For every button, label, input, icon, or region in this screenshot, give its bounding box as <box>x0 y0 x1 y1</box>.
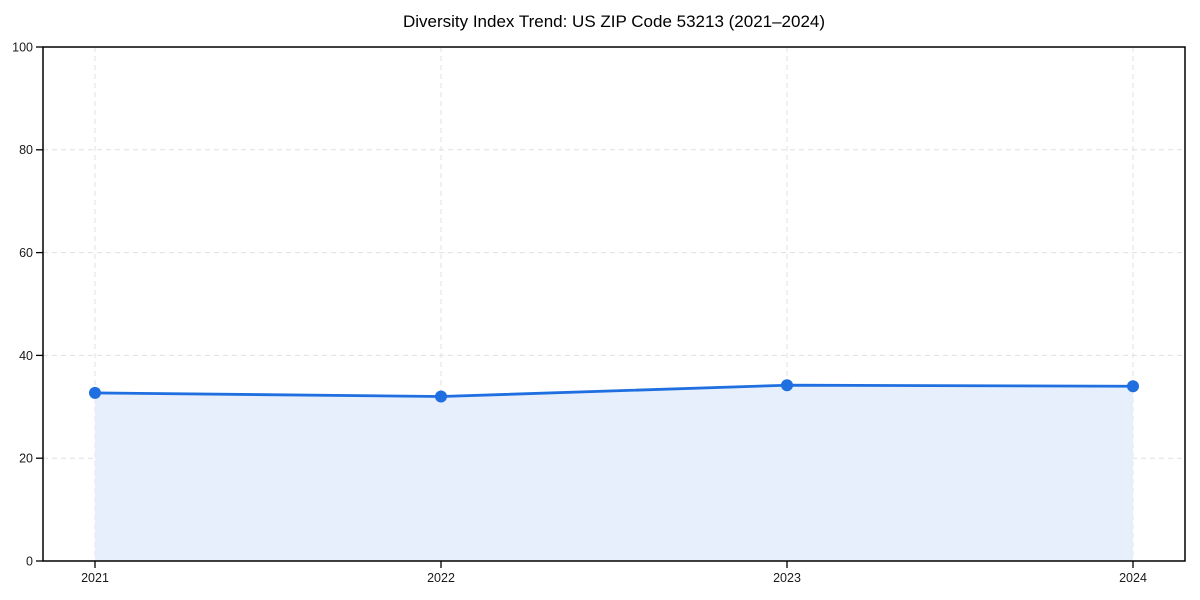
y-tick-label: 20 <box>19 452 33 466</box>
plot-border <box>42 46 1186 562</box>
y-tick-label: 60 <box>19 246 33 260</box>
y-tick-label: 100 <box>12 40 33 54</box>
y-tick-label: 40 <box>19 349 33 363</box>
y-tick-label: 80 <box>19 143 33 157</box>
data-point-marker <box>89 386 101 399</box>
x-tick-label: 2023 <box>773 571 801 585</box>
data-point-marker <box>435 390 447 403</box>
data-point-marker <box>1127 380 1139 393</box>
plot-layer: 0 20 40 60 80 100 2021 2022 2023 2024 <box>12 40 1186 585</box>
area-fill <box>95 385 1133 561</box>
chart-title: Diversity Index Trend: US ZIP Code 53213… <box>403 12 825 31</box>
trend-line <box>93 383 1135 398</box>
y-tick-label: 0 <box>26 554 33 568</box>
x-tick-label: 2024 <box>1119 571 1147 585</box>
x-tick-label: 2021 <box>81 571 109 585</box>
data-point-marker <box>781 379 793 392</box>
x-tick-label: 2022 <box>427 571 455 585</box>
